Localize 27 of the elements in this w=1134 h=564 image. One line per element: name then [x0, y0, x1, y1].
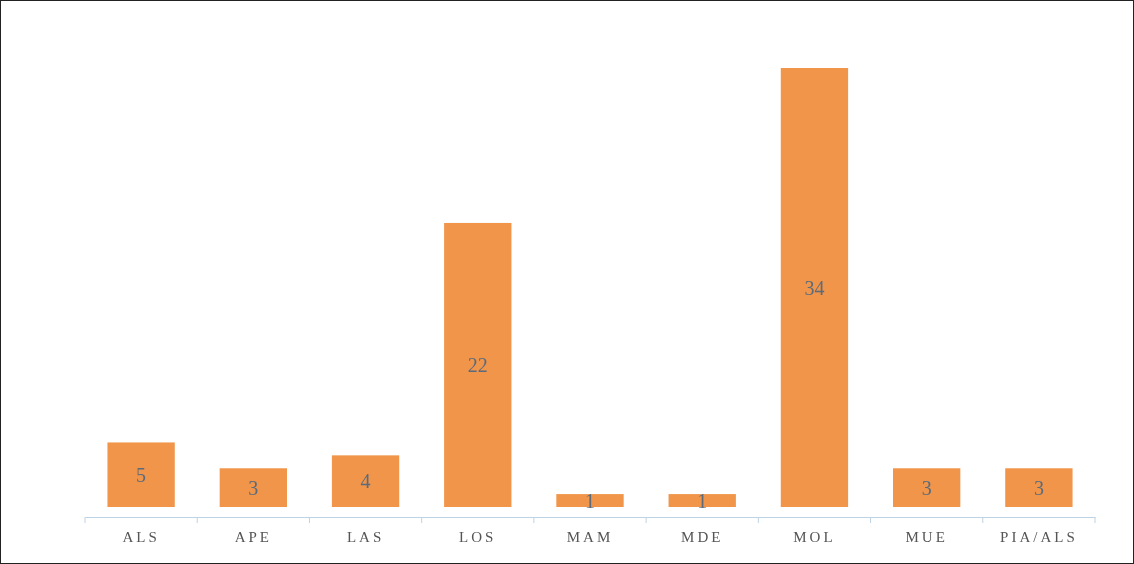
bar: [556, 494, 624, 507]
x-tick-label: LOS: [459, 528, 497, 545]
x-tick-label: MAM: [566, 528, 614, 545]
x-tick-label: MUE: [905, 528, 948, 545]
bar: [444, 222, 512, 507]
data-label: 3: [921, 476, 932, 499]
data-label: 22: [467, 353, 488, 376]
data-label: 1: [585, 489, 595, 512]
x-tick-label: LAS: [346, 528, 385, 545]
x-tick-label: MOL: [793, 528, 836, 545]
bar: [107, 442, 175, 507]
x-tick-label: PIA/ALS: [1000, 528, 1078, 545]
x-tick-label: APE: [234, 528, 273, 545]
bar: [219, 468, 287, 507]
data-label: 34: [804, 276, 825, 299]
bar: [331, 455, 400, 507]
bar: [893, 468, 961, 507]
bar: [1005, 468, 1073, 507]
data-label: 3: [1033, 476, 1044, 499]
data-label: 5: [136, 463, 147, 486]
data-label: 1: [697, 489, 708, 512]
x-tick-label: MDE: [681, 528, 724, 545]
x-tick-label: ALS: [122, 528, 160, 545]
bar: [668, 494, 736, 507]
bar: [780, 68, 849, 507]
data-label: 3: [248, 476, 259, 499]
data-label: 4: [360, 470, 371, 493]
